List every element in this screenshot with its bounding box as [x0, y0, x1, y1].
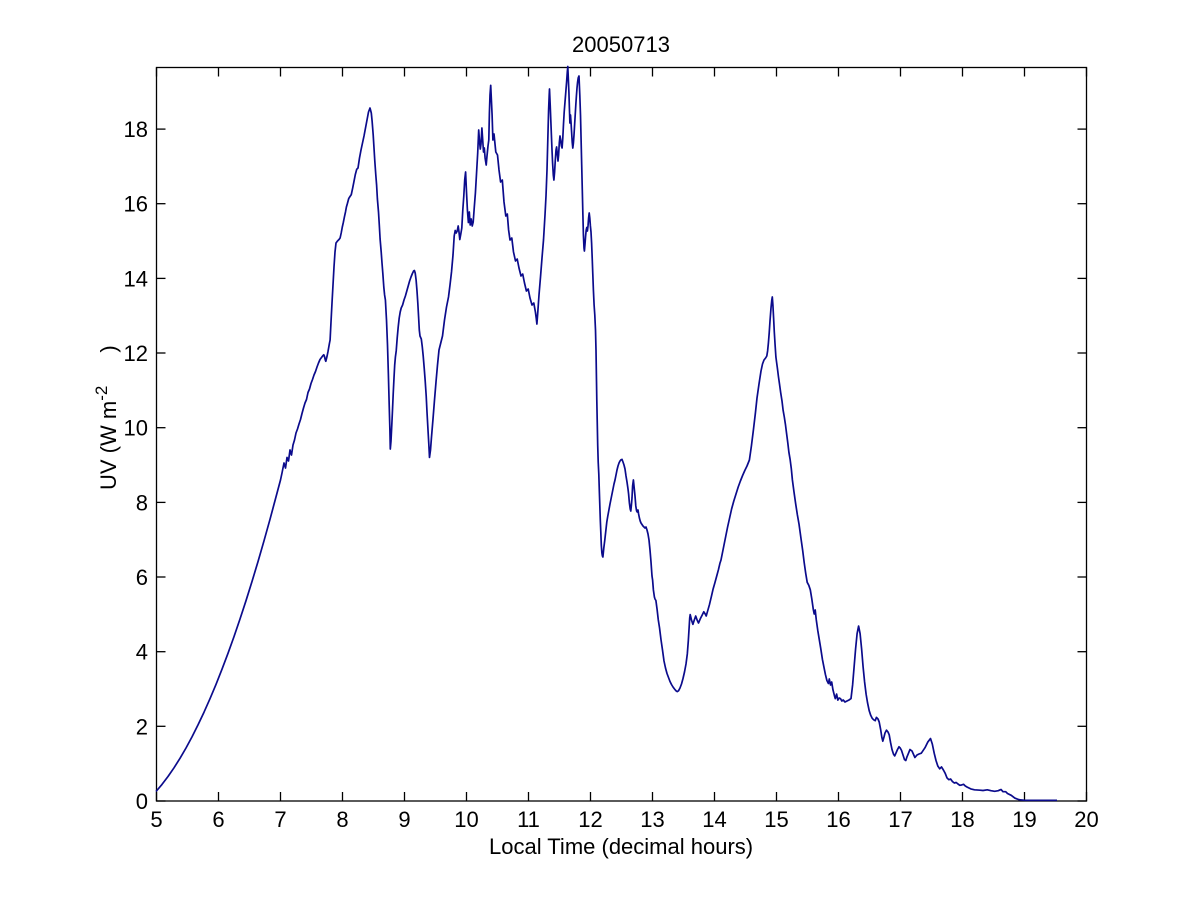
- svg-text:13: 13: [640, 807, 664, 832]
- svg-text:18: 18: [124, 117, 148, 142]
- svg-text:7: 7: [274, 807, 286, 832]
- svg-text:19: 19: [1012, 807, 1036, 832]
- svg-text:4: 4: [136, 640, 148, 665]
- svg-text:8: 8: [336, 807, 348, 832]
- svg-text:0: 0: [136, 789, 148, 814]
- svg-text:9: 9: [398, 807, 410, 832]
- svg-text:11: 11: [517, 807, 540, 832]
- svg-text:14: 14: [124, 266, 148, 291]
- svg-text:12: 12: [124, 341, 148, 366]
- svg-text:5: 5: [150, 807, 162, 832]
- svg-text:16: 16: [826, 807, 850, 832]
- svg-text:Local Time (decimal hours): Local Time (decimal hours): [489, 834, 753, 859]
- svg-text:2: 2: [136, 714, 148, 739]
- svg-text:15: 15: [764, 807, 788, 832]
- svg-text:17: 17: [888, 807, 912, 832]
- svg-text:6: 6: [136, 565, 148, 590]
- svg-text:8: 8: [136, 490, 148, 515]
- svg-text:16: 16: [124, 192, 148, 217]
- svg-text:10: 10: [124, 416, 148, 441]
- svg-text:14: 14: [702, 807, 726, 832]
- svg-text:20050713: 20050713: [572, 32, 670, 57]
- svg-text:20: 20: [1074, 807, 1098, 832]
- svg-text:10: 10: [454, 807, 478, 832]
- svg-text:12: 12: [578, 807, 602, 832]
- svg-text:6: 6: [212, 807, 224, 832]
- svg-text:18: 18: [950, 807, 974, 832]
